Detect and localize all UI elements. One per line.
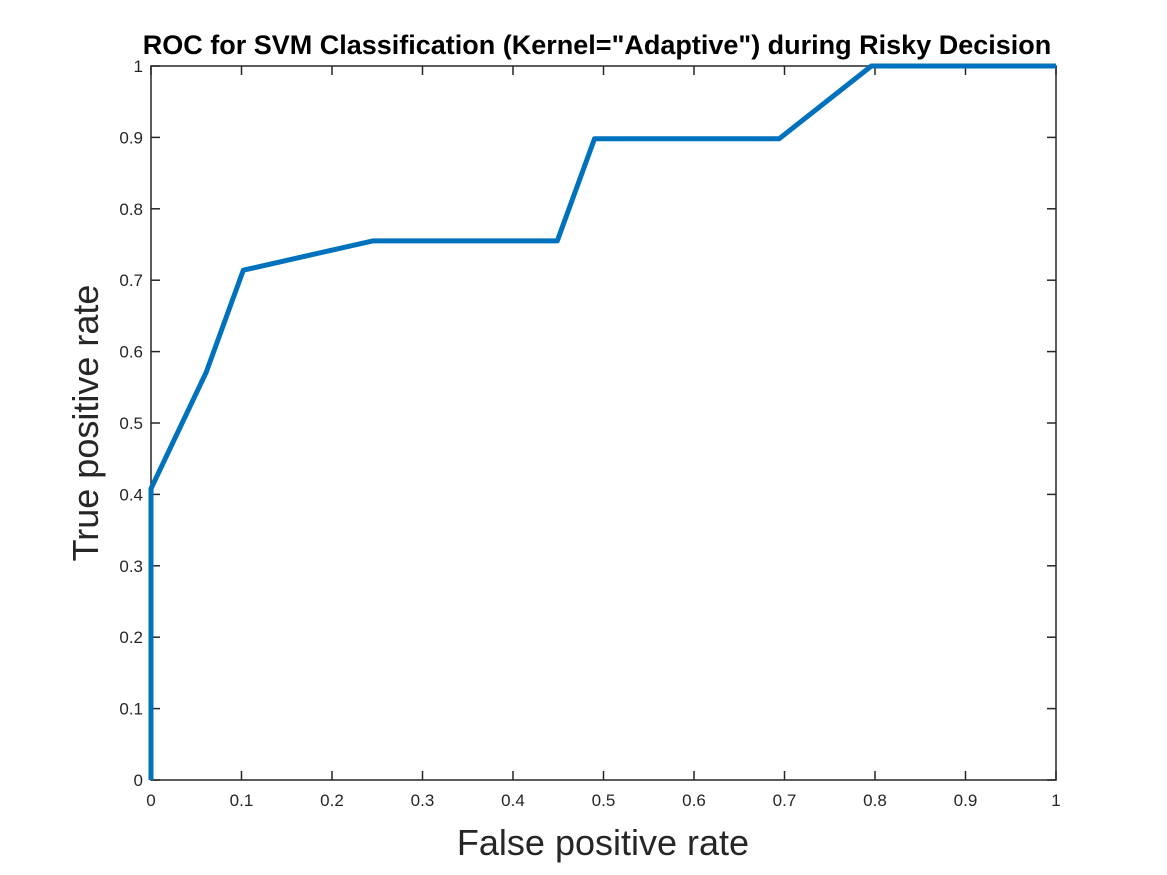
x-tick-label: 0.3 [411, 791, 435, 810]
y-tick-label: 1 [134, 57, 143, 76]
y-tick-label: 0.8 [119, 200, 143, 219]
chart-title: ROC for SVM Classification (Kernel="Adap… [143, 30, 1052, 60]
x-tick-label: 0.4 [501, 791, 525, 810]
x-tick-label: 0.6 [682, 791, 706, 810]
x-tick-label: 0 [146, 791, 155, 810]
axis-ticks [150, 65, 1057, 781]
y-tick-labels: 0 0.1 0.2 0.3 0.4 0.5 0.6 0.7 0.8 0.9 1 [119, 57, 143, 790]
y-tick-label: 0.2 [119, 628, 143, 647]
x-tick-labels: 0 0.1 0.2 0.3 0.4 0.5 0.6 0.7 0.8 0.9 1 [146, 791, 1060, 810]
y-tick-label: 0 [134, 771, 143, 790]
y-tick-label: 0.6 [119, 343, 143, 362]
x-tick-label: 0.1 [230, 791, 254, 810]
y-tick-label: 0.5 [119, 414, 143, 433]
y-axis-label: True positive rate [65, 285, 106, 562]
x-tick-label: 0.2 [320, 791, 344, 810]
x-axis-label: False positive rate [457, 822, 749, 863]
y-tick-label: 0.7 [119, 271, 143, 290]
y-tick-label: 0.4 [119, 485, 143, 504]
x-tick-label: 1 [1051, 791, 1060, 810]
x-tick-label: 0.7 [773, 791, 797, 810]
x-tick-label: 0.8 [863, 791, 887, 810]
y-tick-label: 0.9 [119, 128, 143, 147]
y-tick-label: 0.3 [119, 557, 143, 576]
x-tick-label: 0.9 [954, 791, 978, 810]
y-tick-label: 0.1 [119, 700, 143, 719]
roc-curve-line [148, 63, 1056, 780]
x-tick-label: 0.5 [592, 791, 616, 810]
plot-area [150, 65, 1057, 781]
